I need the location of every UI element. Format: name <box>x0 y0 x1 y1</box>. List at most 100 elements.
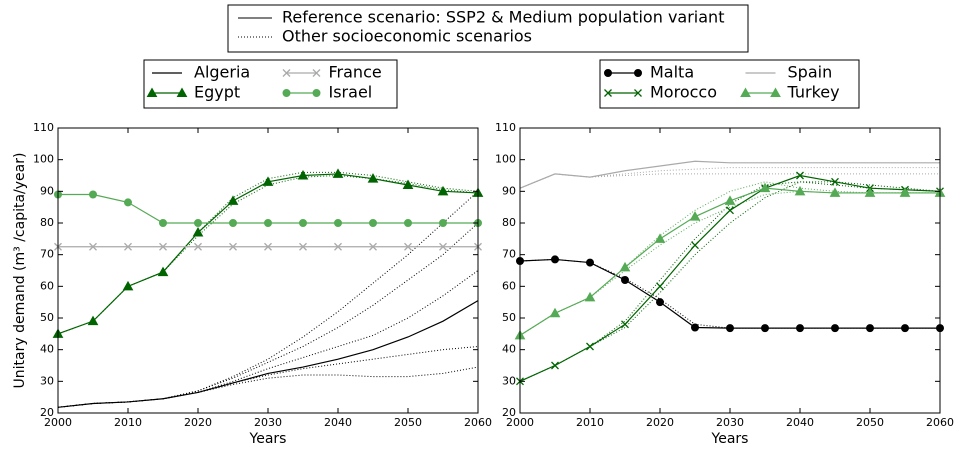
x-tick-label: 2000 <box>44 416 72 429</box>
marker <box>656 282 664 291</box>
series-line <box>57 300 479 408</box>
scenario-line <box>57 346 479 408</box>
y-tick-label: 80 <box>502 216 516 229</box>
marker <box>332 168 344 178</box>
x-tick-label: 2010 <box>576 416 604 429</box>
x-tick-label: 2040 <box>324 416 352 429</box>
marker <box>864 187 876 197</box>
y-tick-label: 100 <box>495 153 516 166</box>
marker <box>157 266 169 277</box>
marker <box>794 185 806 196</box>
scenario-line <box>57 190 479 408</box>
y-tick-label: 90 <box>40 184 54 197</box>
marker <box>726 206 734 215</box>
marker <box>691 241 699 250</box>
marker <box>900 324 910 333</box>
marker <box>88 190 98 199</box>
scenario-line <box>57 222 479 408</box>
marker <box>297 169 309 180</box>
marker <box>264 242 272 251</box>
legend-marker <box>604 89 642 97</box>
legend-label: Israel <box>329 83 373 102</box>
marker <box>367 173 379 183</box>
x-tick-label: 2010 <box>114 416 142 429</box>
y-tick-label: 20 <box>502 406 516 419</box>
marker <box>124 242 132 251</box>
x-axis-label: Years <box>711 431 749 447</box>
x-tick-label: 2000 <box>506 416 534 429</box>
x-tick-label: 2020 <box>646 416 674 429</box>
x-tick-label: 2050 <box>394 416 422 429</box>
legend-label: Algeria <box>194 63 250 82</box>
marker <box>865 324 875 333</box>
marker <box>619 261 631 272</box>
legend-marker <box>146 87 188 97</box>
plot-area <box>58 128 478 413</box>
legend-box <box>143 59 398 109</box>
marker <box>87 315 99 326</box>
x-tick-label: 2050 <box>856 416 884 429</box>
marker <box>549 307 561 318</box>
marker <box>655 298 665 307</box>
marker <box>159 242 167 251</box>
marker <box>831 177 839 186</box>
marker <box>369 242 377 251</box>
y-tick-label: 100 <box>33 153 54 166</box>
marker <box>158 219 168 227</box>
marker <box>89 242 97 251</box>
legend-label: France <box>329 63 382 82</box>
x-tick-label: 2030 <box>716 416 744 429</box>
marker <box>796 171 804 180</box>
marker <box>621 320 629 329</box>
legend-label: Morocco <box>650 83 717 102</box>
y-tick-label: 40 <box>502 343 516 356</box>
marker <box>654 233 666 243</box>
x-axis-label: Years <box>249 431 287 447</box>
marker <box>194 242 202 251</box>
legend-marker <box>603 69 643 77</box>
legend-marker <box>282 89 321 97</box>
marker <box>123 198 133 207</box>
marker <box>122 280 134 291</box>
marker <box>368 219 378 227</box>
y-tick-label: 40 <box>40 343 54 356</box>
marker <box>759 182 771 193</box>
marker <box>227 195 239 205</box>
top-legend-box <box>227 4 749 53</box>
marker <box>193 219 203 227</box>
y-tick-label: 50 <box>40 311 54 324</box>
marker <box>725 324 735 333</box>
y-tick-label: 50 <box>502 311 516 324</box>
y-tick-label: 30 <box>40 374 54 387</box>
marker <box>333 219 343 227</box>
marker <box>620 276 630 284</box>
y-axis-label: Unitary demand (m³ /capita/year) <box>12 153 28 389</box>
y-tick-label: 70 <box>502 248 516 261</box>
marker <box>298 219 308 227</box>
legend-marker <box>740 87 781 97</box>
marker <box>551 361 559 370</box>
marker <box>437 185 449 196</box>
legend-label: Malta <box>650 63 694 82</box>
marker <box>262 176 274 186</box>
marker <box>690 323 700 332</box>
marker <box>586 342 594 351</box>
legend-box <box>599 59 860 109</box>
marker <box>585 258 595 267</box>
marker <box>830 324 840 333</box>
y-tick-label: 110 <box>33 121 54 134</box>
y-tick-label: 70 <box>40 248 54 261</box>
marker <box>899 187 911 197</box>
y-tick-label: 30 <box>502 374 516 387</box>
marker <box>438 219 448 227</box>
marker <box>263 219 273 227</box>
marker <box>334 242 342 251</box>
x-tick-label: 2020 <box>184 416 212 429</box>
y-tick-label: 80 <box>40 216 54 229</box>
legend-others: Other socioeconomic scenarios <box>282 27 532 46</box>
plot-area <box>520 128 940 413</box>
marker <box>403 219 413 227</box>
marker <box>402 179 414 189</box>
x-tick-label: 2060 <box>926 416 954 429</box>
